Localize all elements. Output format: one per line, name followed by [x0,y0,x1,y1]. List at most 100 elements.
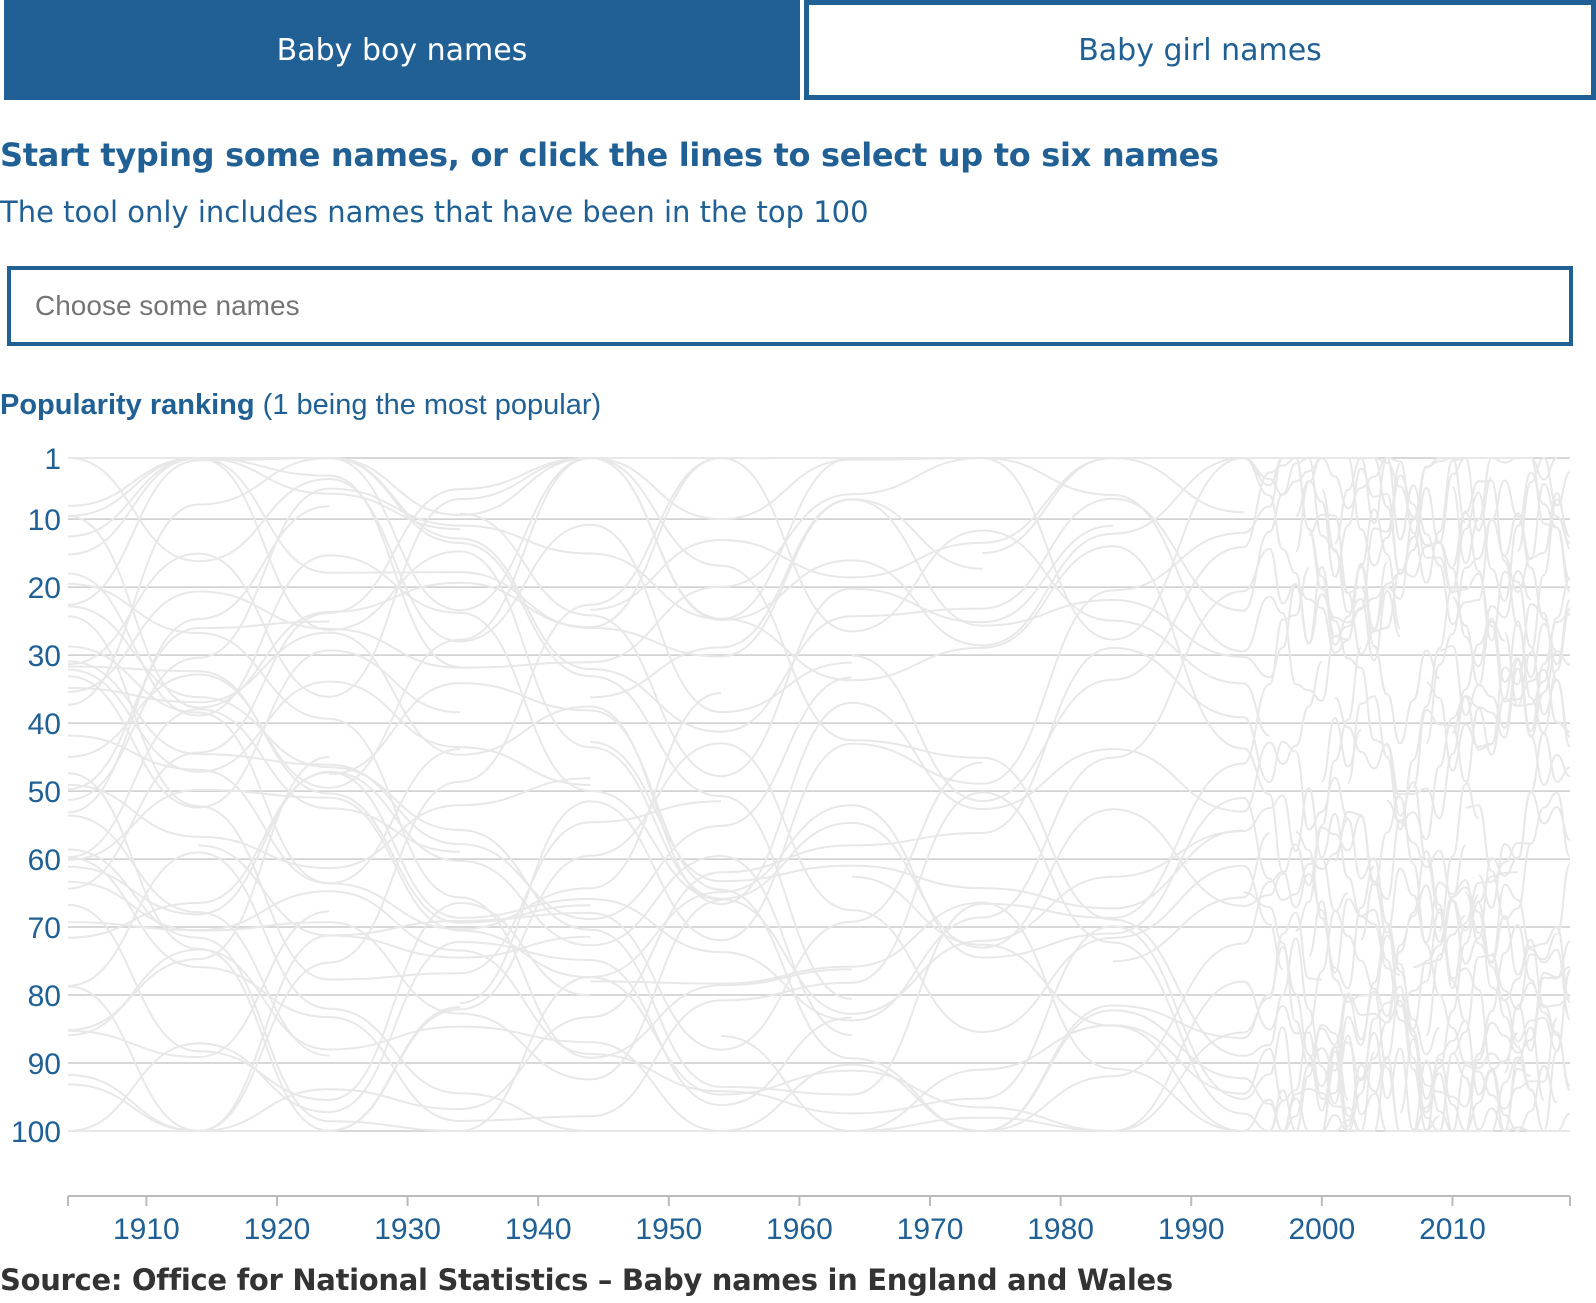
name-line[interactable] [68,457,1440,745]
name-line[interactable] [67,456,1466,733]
name-line[interactable] [1347,471,1571,831]
name-line[interactable] [1477,902,1571,1052]
name-line[interactable] [67,708,460,859]
name-line[interactable] [1438,498,1571,932]
y-tick-label: 50 [28,776,61,809]
y-tick-label: 80 [28,980,61,1013]
name-line[interactable] [67,456,1270,737]
name-line[interactable] [67,456,1531,1133]
tab-bar: Baby boy names Baby girl names [4,0,1596,100]
name-line[interactable] [329,682,1571,1133]
name-line[interactable] [1320,488,1571,733]
name-line[interactable] [67,851,1440,1133]
name-line[interactable] [1399,863,1571,1133]
name-line[interactable] [1425,914,1466,1037]
x-axis: 1910 1920 1930 1940 1950 1960 1970 1980 1990 2000… [67,1195,1571,1246]
name-line[interactable] [67,456,460,531]
name-line[interactable] [68,456,1531,990]
name-line[interactable] [67,870,1571,1132]
name-line[interactable] [67,901,591,1101]
name-line[interactable] [67,615,722,981]
page-subtitle: The tool only includes names that have b… [0,195,869,229]
name-line[interactable] [67,791,1349,1133]
name-line[interactable] [67,456,1558,890]
name-line[interactable] [67,770,852,1037]
name-line[interactable] [67,456,1284,873]
name-line[interactable] [67,668,591,786]
name-line[interactable] [1308,985,1466,1133]
name-line[interactable] [67,456,852,1000]
name-line[interactable] [1308,818,1440,1056]
name-line[interactable] [1413,607,1571,968]
name-line[interactable] [67,620,330,791]
name-line[interactable] [67,788,1322,1133]
name-line[interactable] [1516,940,1571,1052]
name-line[interactable] [67,660,852,921]
name-line[interactable] [1112,832,1271,963]
x-tick-label: 1930 [374,1213,441,1246]
y-tick-label: 20 [28,572,61,605]
name-line[interactable] [1360,867,1571,1091]
chart-title-note: (1 being the most popular) [254,389,602,421]
x-tick-label: 1910 [113,1213,180,1246]
name-line[interactable] [67,772,460,1132]
name-line[interactable] [67,796,1519,1133]
name-line[interactable] [590,901,1545,1133]
name-line[interactable] [1295,830,1376,990]
name-line[interactable] [720,892,1349,1133]
name-line[interactable] [67,462,1402,1022]
name-line[interactable] [198,761,983,1051]
name-line[interactable] [67,456,1362,949]
chart-title-bold: Popularity ranking [0,389,255,421]
name-line[interactable] [1465,791,1571,920]
name-line[interactable] [67,940,852,1132]
y-tick-label: 70 [28,912,61,945]
y-tick-label: 1 [44,443,61,476]
name-line[interactable] [1386,603,1571,841]
y-tick-label: 30 [28,640,61,673]
y-tick-label: 40 [28,708,61,741]
name-line[interactable] [1516,456,1571,552]
y-tick-label: 90 [28,1048,61,1081]
name-line[interactable] [67,890,1297,1115]
name-line[interactable] [1307,899,1571,1133]
name-line[interactable] [67,814,330,1057]
name-line[interactable] [67,505,330,814]
name-line[interactable] [1412,708,1480,820]
name-line[interactable] [67,631,1323,906]
x-tick-label: 1960 [766,1213,833,1246]
name-line[interactable] [1308,844,1467,1060]
y-tick-label: 100 [11,1116,61,1149]
name-line[interactable] [68,457,852,1132]
name-line[interactable] [1374,457,1532,668]
name-line[interactable] [1295,456,1493,578]
name-lines[interactable] [67,456,1571,1133]
tab-baby-girl-names[interactable]: Baby girl names [804,0,1596,100]
x-tick-label: 1980 [1027,1213,1094,1246]
x-tick-label: 1950 [635,1213,702,1246]
name-line[interactable] [67,649,460,809]
name-line[interactable] [67,910,330,1059]
source-note: Source: Office for National Statistics –… [0,1263,1173,1297]
tab-baby-boy-names[interactable]: Baby boy names [4,0,800,100]
name-line[interactable] [67,567,1310,1096]
name-line[interactable] [67,777,591,870]
x-tick-label: 1970 [897,1213,964,1246]
name-line[interactable] [1478,791,1571,909]
name-line[interactable] [1425,479,1571,745]
name-line[interactable] [721,1062,1362,1132]
name-line[interactable] [67,582,852,1059]
y-tick-label: 60 [28,844,61,877]
name-line[interactable] [590,498,983,699]
name-line[interactable] [67,457,852,801]
name-line[interactable] [590,456,1244,611]
name-line[interactable] [1504,492,1571,593]
name-line[interactable] [67,457,852,714]
x-tick-label: 1990 [1158,1213,1225,1246]
name-line[interactable] [1308,513,1401,630]
name-search-input[interactable] [7,266,1573,346]
name-line[interactable] [459,512,1113,778]
x-tick-label: 1940 [505,1213,572,1246]
name-line[interactable] [1503,577,1571,708]
